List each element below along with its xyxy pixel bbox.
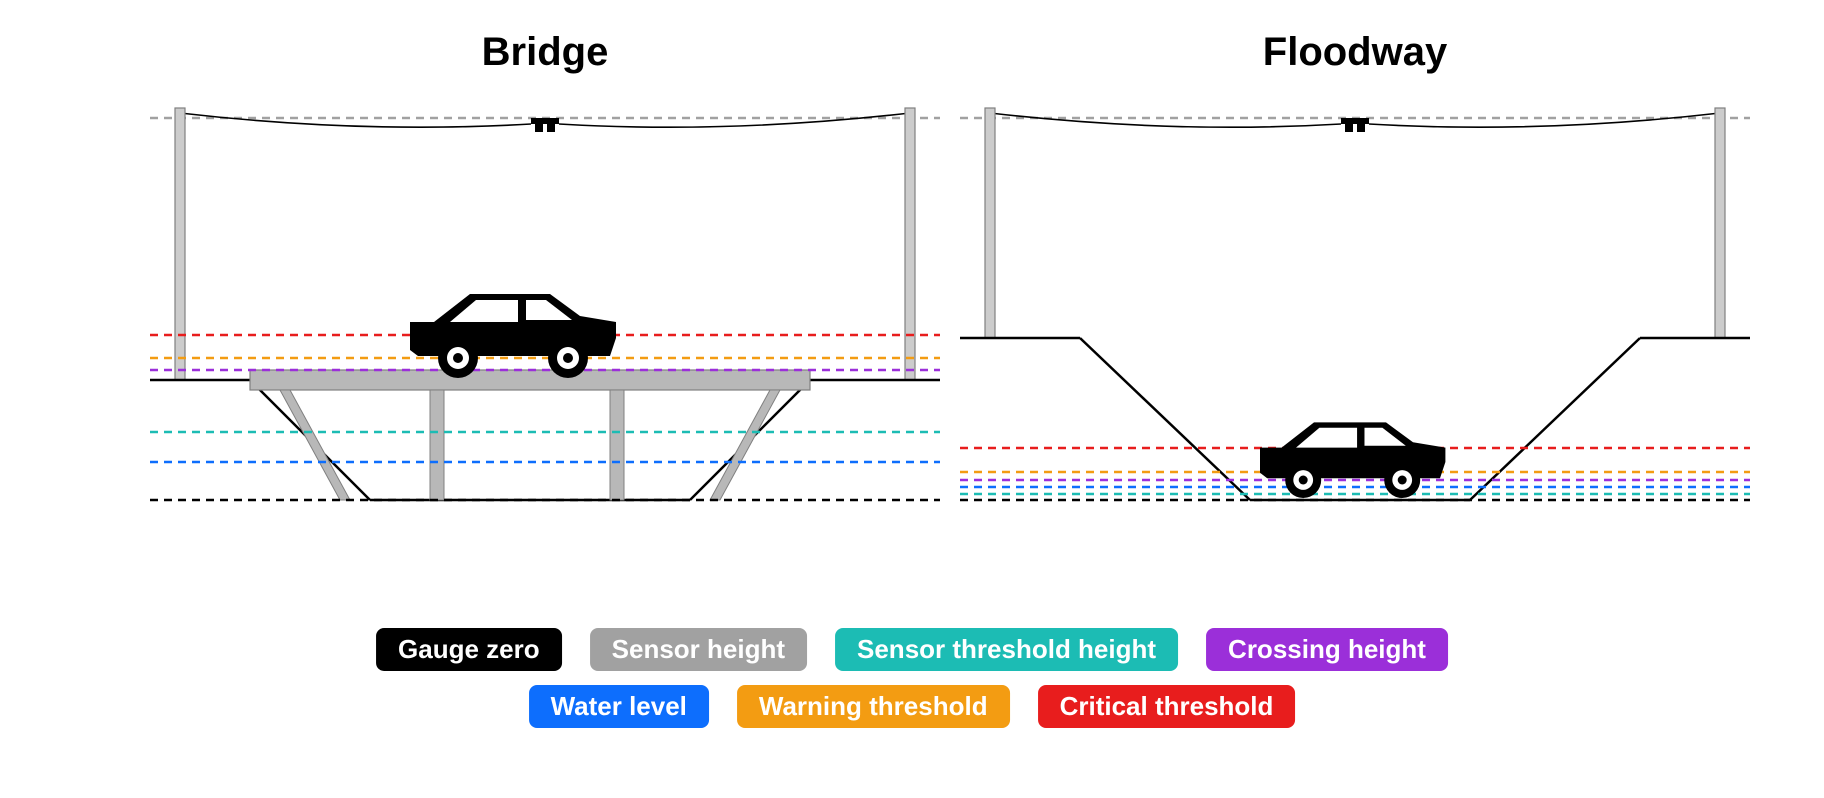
legend-item: Crossing height [1206, 628, 1448, 671]
legend-row-1: Gauge zero Sensor height Sensor threshold … [376, 628, 1448, 671]
legend-item: Critical threshold [1038, 685, 1296, 728]
legend-item: Sensor threshold height [835, 628, 1178, 671]
legend-item: Sensor height [590, 628, 807, 671]
legend: Gauge zero Sensor height Sensor threshold … [376, 628, 1448, 728]
floodway-title: Floodway [960, 30, 1750, 75]
legend-row-2: Water level Warning threshold Critical thr… [529, 685, 1296, 728]
legend-item: Warning threshold [737, 685, 1010, 728]
bridge-diagram [150, 100, 940, 540]
floodway-diagram [960, 100, 1750, 540]
legend-item: Water level [529, 685, 709, 728]
bridge-title: Bridge [150, 30, 940, 75]
legend-item: Gauge zero [376, 628, 562, 671]
